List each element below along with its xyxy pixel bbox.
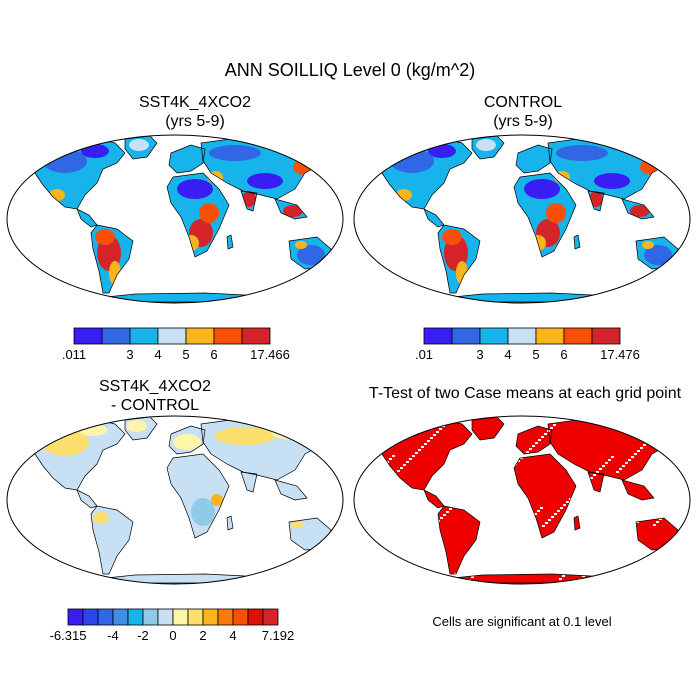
south-america-outline	[437, 224, 481, 294]
central-america-outline	[76, 208, 98, 228]
colorbar-tick-label: .011	[62, 347, 86, 362]
madagascar-outline	[573, 515, 581, 531]
colorbar-swatch	[232, 608, 249, 626]
panel-title-line1: CONTROL	[483, 94, 563, 111]
colorbar-tick-label: .01	[415, 347, 433, 362]
panel-title-line2: - CONTROL	[111, 397, 199, 414]
globe-border	[6, 415, 344, 585]
colorbar-swatch	[112, 608, 129, 626]
southeast-asia-outline	[621, 479, 655, 501]
panel-title-ttest: T-Test of two Case means at each grid po…	[350, 384, 700, 403]
colorbar-swatch	[451, 327, 481, 345]
central-america-outline	[423, 489, 445, 509]
colorbar-tick-label: 6	[210, 347, 217, 362]
colorbar-swatch	[172, 608, 189, 626]
colorbar-swatch	[423, 327, 453, 345]
colorbar-sst4k: .011 3 4 5 6 17.466	[62, 327, 290, 362]
colorbar-swatch	[507, 327, 537, 345]
europe-outline	[515, 144, 553, 174]
india-outline	[587, 471, 605, 493]
colorbar-swatch	[202, 608, 219, 626]
europe-outline	[168, 425, 206, 455]
colorbar-swatch	[479, 327, 509, 345]
europe-outline	[515, 425, 553, 455]
madagascar-outline	[226, 234, 234, 250]
colorbar-tick-label: 4	[229, 628, 236, 643]
colorbar-tick-label: 0	[169, 628, 176, 643]
india-outline	[240, 471, 258, 493]
panel-title-line1: SST4K_4XCO2	[138, 94, 252, 111]
colorbar-tick-label: 4	[504, 347, 511, 362]
southeast-asia-outline	[274, 198, 308, 220]
india-outline	[240, 190, 258, 212]
panel-title-line2: (yrs 5-9)	[165, 113, 225, 130]
colorbar-swatch	[241, 327, 271, 345]
colorbar-swatch	[217, 608, 234, 626]
colorbar-tick-label: 7.192	[262, 628, 295, 643]
colorbar-diff: -6.315 -4 -2 0 2 4 7.192	[50, 608, 295, 643]
map-panel-ttest	[353, 415, 691, 585]
colorbar-swatch	[591, 327, 621, 345]
map-panel-diff	[6, 415, 344, 585]
significance-note: Cells are significant at 0.1 level	[432, 614, 612, 629]
map-panel-sst4k	[6, 134, 344, 304]
colorbar-tick-label: 4	[154, 347, 161, 362]
colorbar-swatch	[157, 327, 187, 345]
south-america-outline	[437, 505, 481, 575]
colorbar-swatch	[262, 608, 279, 626]
colorbar-swatch	[101, 327, 131, 345]
india-outline	[587, 190, 605, 212]
panel-title-line2: (yrs 5-9)	[493, 113, 553, 130]
panel-title-line1: T-Test of two Case means at each grid po…	[368, 385, 682, 402]
colorbar-swatch	[185, 327, 215, 345]
panel-title-diff: SST4K_4XCO2 - CONTROL	[35, 377, 275, 415]
madagascar-outline	[226, 515, 234, 531]
globe-border	[353, 415, 691, 585]
colorbar-swatch	[82, 608, 99, 626]
colorbar-tick-label: -2	[137, 628, 149, 643]
panel-title-control: CONTROL (yrs 5-9)	[373, 93, 673, 131]
africa-outline	[513, 453, 577, 539]
panel-title-line1: SST4K_4XCO2	[98, 378, 212, 395]
africa-outline	[513, 172, 577, 258]
colorbar-swatch	[73, 327, 103, 345]
madagascar-outline	[573, 234, 581, 250]
colorbar-swatch	[535, 327, 565, 345]
colorbar-swatch	[187, 608, 204, 626]
globe-border	[353, 134, 691, 304]
south-america-outline	[90, 224, 134, 294]
colorbar-tick-label: 3	[476, 347, 483, 362]
colorbar-swatch	[129, 327, 159, 345]
colorbar-swatch	[67, 608, 84, 626]
colorbar-control: .01 3 4 5 6 17.476	[415, 327, 640, 362]
southeast-asia-outline	[621, 198, 655, 220]
colorbar-tick-label: 17.476	[600, 347, 640, 362]
south-america-outline	[90, 505, 134, 575]
colorbar-tick-label: -4	[107, 628, 119, 643]
colorbar-swatch	[213, 327, 243, 345]
panel-title-sst4k: SST4K_4XCO2 (yrs 5-9)	[45, 93, 345, 131]
southeast-asia-outline	[274, 479, 308, 501]
colorbar-tick-label: 6	[560, 347, 567, 362]
globe-border	[6, 134, 344, 304]
colorbar-swatch	[247, 608, 264, 626]
colorbar-tick-label: 5	[532, 347, 539, 362]
map-panel-control	[353, 134, 691, 304]
colorbar-swatch	[97, 608, 114, 626]
central-america-outline	[76, 489, 98, 509]
africa-outline	[166, 453, 230, 539]
africa-outline	[166, 172, 230, 258]
figure-title: ANN SOILLIQ Level 0 (kg/m^2)	[224, 60, 476, 80]
colorbar-tick-label: 5	[182, 347, 189, 362]
colorbar-tick-label: 3	[126, 347, 133, 362]
colorbar-tick-label: 2	[199, 628, 206, 643]
colorbar-swatch	[142, 608, 159, 626]
colorbar-swatch	[157, 608, 174, 626]
colorbar-tick-label: 17.466	[250, 347, 290, 362]
central-america-outline	[423, 208, 445, 228]
europe-outline	[168, 144, 206, 174]
colorbar-swatch	[563, 327, 593, 345]
colorbar-tick-label: -6.315	[50, 628, 87, 643]
colorbar-swatch	[127, 608, 144, 626]
